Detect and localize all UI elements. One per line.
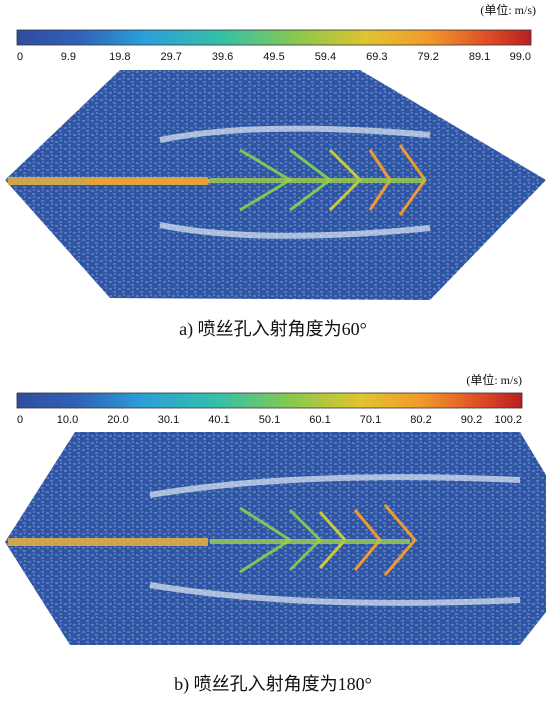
unit-label: (单位: m/s) (466, 372, 522, 387)
colorbar-ticks: 0 10.0 20.0 30.1 40.1 50.1 60.1 70.1 80.2 90.2 100… (17, 414, 522, 426)
colorbar-tick-label: 59.4 (315, 51, 336, 63)
colorbar-tick-label: 39.6 (212, 51, 233, 63)
colorbar-tick-label: 19.8 (109, 51, 130, 63)
colorbar-tick-label: 9.9 (61, 51, 76, 63)
colorbar-tick-label: 29.7 (160, 51, 181, 63)
unit-label: (单位: m/s) (480, 2, 536, 17)
colorbar (16, 29, 532, 46)
colorbar-tick-label: 0 (17, 51, 23, 63)
caption: b) 喷丝孔入射角度为180° (174, 674, 372, 695)
velocity-field (5, 70, 546, 300)
colorbar-tick-label: 79.2 (417, 51, 438, 63)
colorbar-tick-label: 20.0 (107, 414, 128, 426)
colorbar-tick-label: 0 (17, 414, 23, 426)
colorbar-tick-label: 49.5 (263, 51, 284, 63)
caption: a) 喷丝孔入射角度为60° (179, 319, 367, 340)
colorbar-tick-label: 40.1 (208, 414, 229, 426)
colorbar-tick-label: 70.1 (360, 414, 381, 426)
colorbar-tick-label: 60.1 (309, 414, 330, 426)
colorbar-tick-label: 80.2 (410, 414, 431, 426)
colorbar-tick-label: 90.2 (461, 414, 482, 426)
velocity-field (5, 432, 546, 645)
colorbar-tick-label: 89.1 (469, 51, 490, 63)
colorbar-tick-label: 10.0 (57, 414, 78, 426)
colorbar-tick-label: 100.2 (494, 414, 522, 426)
colorbar-ticks: 0 9.9 19.8 29.7 39.6 49.5 59.4 69.3 79.2 89.1 99.0 (17, 51, 531, 63)
colorbar-tick-label: 30.1 (158, 414, 179, 426)
colorbar (16, 392, 523, 409)
colorbar-tick-label: 69.3 (366, 51, 387, 63)
colorbar-tick-label: 99.0 (510, 51, 531, 63)
colorbar-tick-label: 50.1 (259, 414, 280, 426)
